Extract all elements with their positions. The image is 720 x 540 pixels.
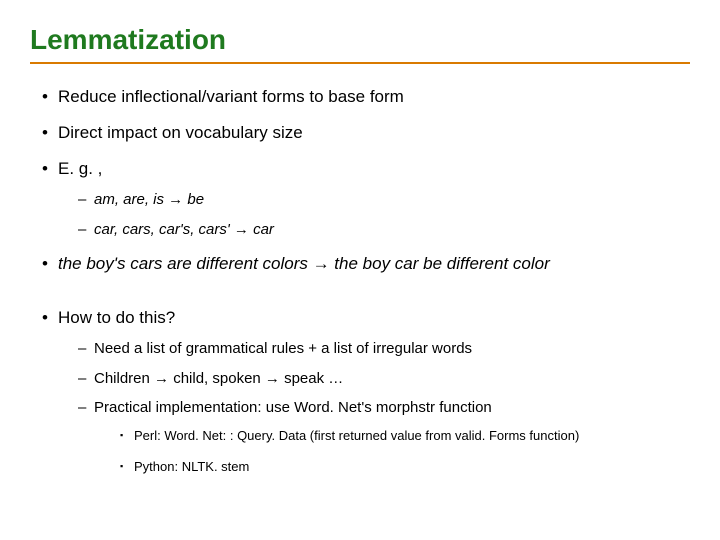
bullet-item: How to do this? Need a list of grammatic… xyxy=(42,307,690,475)
bullet-text: E. g. , xyxy=(58,159,102,178)
sub-item: car, cars, car's, cars' → car xyxy=(78,220,690,240)
sub-list: Need a list of grammatical rules + a lis… xyxy=(58,339,690,475)
bullet-item: Direct impact on vocabulary size xyxy=(42,122,690,144)
bullet-item: the boy's cars are different colors → th… xyxy=(42,253,690,275)
subsub-item: Perl: Word. Net: : Query. Data (first re… xyxy=(120,428,690,445)
sub-item: am, are, is → be xyxy=(78,190,690,210)
subsub-list: Perl: Word. Net: : Query. Data (first re… xyxy=(94,428,690,476)
sub-item: Children → child, spoken → speak … xyxy=(78,369,690,389)
slide: Lemmatization Reduce inflectional/varian… xyxy=(0,0,720,540)
example-text: car, cars, car's, cars' → car xyxy=(94,221,274,238)
slide-title: Lemmatization xyxy=(30,24,690,56)
example-text: the boy's cars are different colors → th… xyxy=(58,254,550,273)
sub-item: Need a list of grammatical rules + a lis… xyxy=(78,339,690,359)
sub-item: Practical implementation: use Word. Net'… xyxy=(78,398,690,475)
sub-list: am, are, is → be car, cars, car's, cars'… xyxy=(58,190,690,239)
bullet-text: How to do this? xyxy=(58,308,175,327)
title-underline xyxy=(30,62,690,64)
example-text: am, are, is → be xyxy=(94,191,204,208)
bullet-item: Reduce inflectional/variant forms to bas… xyxy=(42,86,690,108)
bullet-item: E. g. , am, are, is → be car, cars, car'… xyxy=(42,158,690,239)
subsub-item: Python: NLTK. stem xyxy=(120,459,690,476)
sub-text: Practical implementation: use Word. Net'… xyxy=(94,399,492,416)
spacer xyxy=(42,289,690,299)
bullet-list: Reduce inflectional/variant forms to bas… xyxy=(30,86,690,476)
